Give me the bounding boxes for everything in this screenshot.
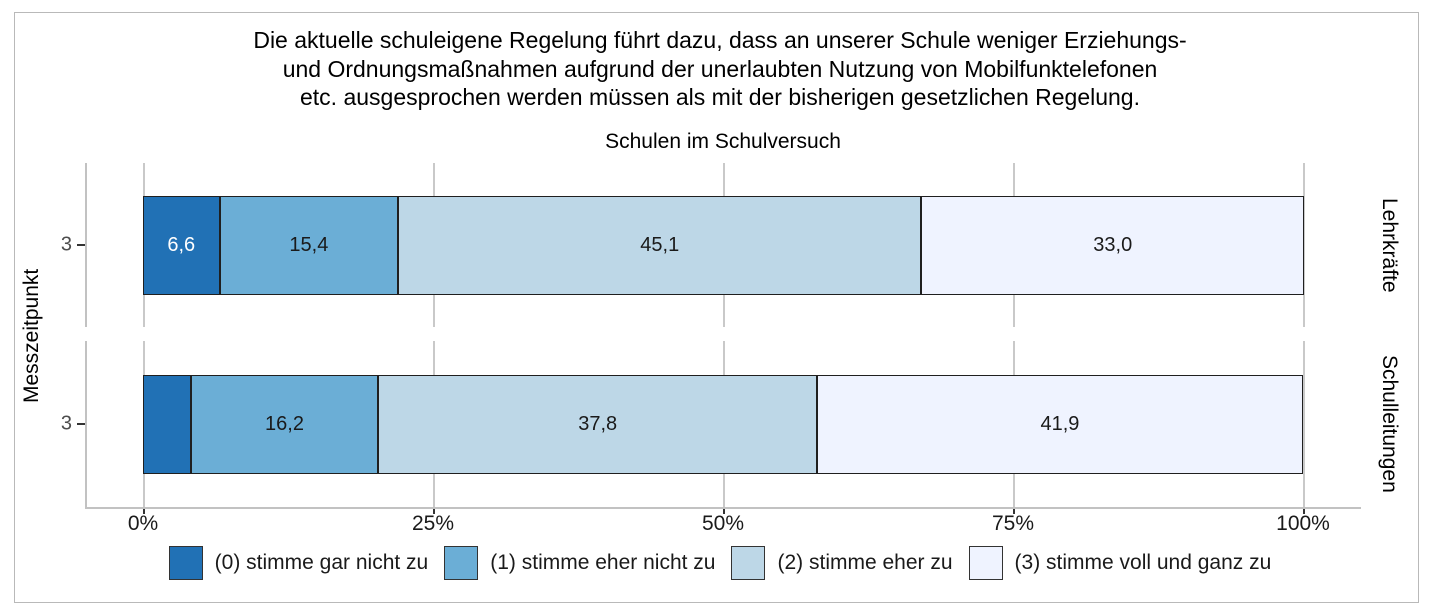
y-tick-mark	[77, 244, 85, 246]
legend-swatch-0	[168, 546, 203, 580]
legend-label-2: (2) stimme eher zu	[777, 551, 953, 574]
facet-panel-1: 6,6 15,4 45,1 33,0	[85, 163, 1361, 327]
chart-title-line-1: Die aktuelle schuleigene Regelung führt …	[253, 27, 1187, 53]
x-tick-mark-50%	[723, 507, 725, 514]
legend-label-1: (1) stimme eher nicht zu	[490, 551, 716, 574]
x-tick-mark-75%	[1013, 507, 1015, 514]
legend-item-1: (1) stimme eher nicht zu	[444, 546, 715, 580]
bar-segment-1: 16,2	[190, 374, 379, 474]
bar-value-label: 41,9	[1040, 412, 1080, 435]
legend-label-0: (0) stimme gar nicht zu	[214, 551, 429, 574]
facet-strip-label-1: Lehrkräfte	[1378, 197, 1401, 293]
x-tick-mark-0%	[143, 507, 145, 514]
facet-strip-label-2: Schulleitungen	[1378, 355, 1401, 493]
bar-segment-3: 33,0	[921, 195, 1305, 295]
bar-value-label: 37,8	[578, 412, 618, 435]
bar-segment-0	[143, 374, 191, 474]
bar-segment-0: 6,6	[143, 195, 220, 295]
bar-value-label: 15,4	[289, 233, 329, 256]
legend-swatch-2	[731, 546, 766, 580]
chart-subtitle: Schulen im Schulversuch	[605, 130, 841, 153]
x-axis-line	[85, 507, 1361, 509]
x-tick-label-75%: 75%	[991, 512, 1035, 535]
legend-swatch-3	[968, 546, 1003, 580]
bar-segment-1: 15,4	[219, 195, 399, 295]
bar-value-label: 45,1	[640, 233, 680, 256]
chart-title-line-2: und Ordnungsmaßnahmen aufgrund der unerl…	[282, 55, 1158, 82]
legend-item-3: (3) stimme voll und ganz zu	[968, 546, 1272, 580]
y-tick-mark	[77, 423, 85, 425]
x-tick-mark-25%	[433, 507, 435, 514]
bar-value-label: 6,6	[167, 233, 196, 256]
y-tick-label: 3	[60, 233, 72, 256]
facet-panel-2: 16,2 37,8 41,9	[85, 341, 1361, 507]
gridline-100pct	[1303, 341, 1305, 507]
chart-title-line-3: etc. ausgesprochen werden müssen als mit…	[300, 84, 1140, 110]
x-tick-label-25%: 25%	[411, 512, 455, 535]
y-tick-label: 3	[60, 412, 72, 435]
legend-item-2: (2) stimme eher zu	[731, 546, 953, 580]
x-tick-label-50%: 50%	[701, 512, 745, 535]
y-axis-line	[85, 341, 87, 507]
legend: (0) stimme gar nicht zu (1) stimme eher n…	[0, 546, 1440, 580]
bar-value-label: 16,2	[265, 412, 304, 435]
bar-segment-3: 41,9	[816, 374, 1303, 474]
chart-title: Die aktuelle schuleigene Regelung führt …	[0, 26, 1440, 112]
x-tick-label-0%: 0%	[127, 512, 159, 535]
bar-segment-2: 37,8	[378, 374, 817, 474]
bar-segment-2: 45,1	[398, 195, 922, 295]
bar-value-label: 33,0	[1093, 233, 1133, 256]
x-tick-label-100%: 100%	[1276, 512, 1330, 535]
y-axis-line	[85, 163, 87, 327]
x-tick-mark-100%	[1303, 507, 1305, 514]
legend-item-0: (0) stimme gar nicht zu	[168, 546, 429, 580]
legend-label-3: (3) stimme voll und ganz zu	[1014, 551, 1272, 574]
legend-swatch-1	[444, 546, 479, 580]
y-axis-title: Messzeitpunkt	[20, 268, 43, 403]
